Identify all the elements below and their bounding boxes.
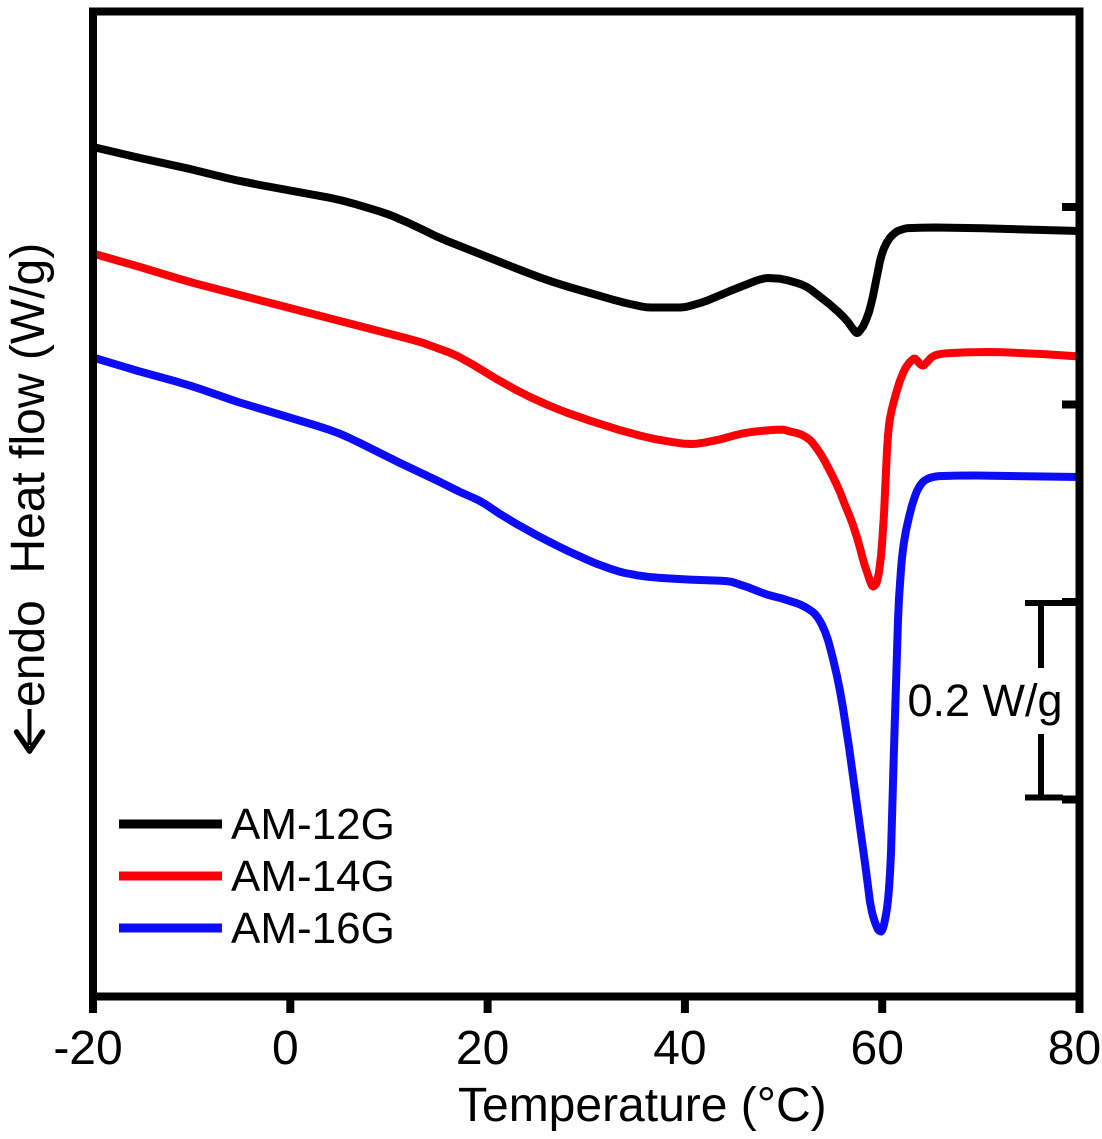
svg-text:80: 80 xyxy=(1048,1022,1101,1075)
svg-text:-20: -20 xyxy=(53,1022,122,1075)
svg-text:endo Heat flow (W/g): endo Heat flow (W/g) xyxy=(2,243,55,707)
svg-text:60: 60 xyxy=(851,1022,904,1075)
svg-text:AM-16G: AM-16G xyxy=(231,904,395,953)
svg-text:40: 40 xyxy=(653,1022,706,1075)
svg-text:AM-14G: AM-14G xyxy=(231,852,395,901)
svg-text:0.2 W/g: 0.2 W/g xyxy=(907,675,1062,726)
svg-text:AM-12G: AM-12G xyxy=(231,800,395,849)
svg-text:20: 20 xyxy=(456,1022,509,1075)
svg-text:0: 0 xyxy=(272,1022,299,1075)
svg-text:Temperature (°C): Temperature (°C) xyxy=(458,1079,827,1132)
